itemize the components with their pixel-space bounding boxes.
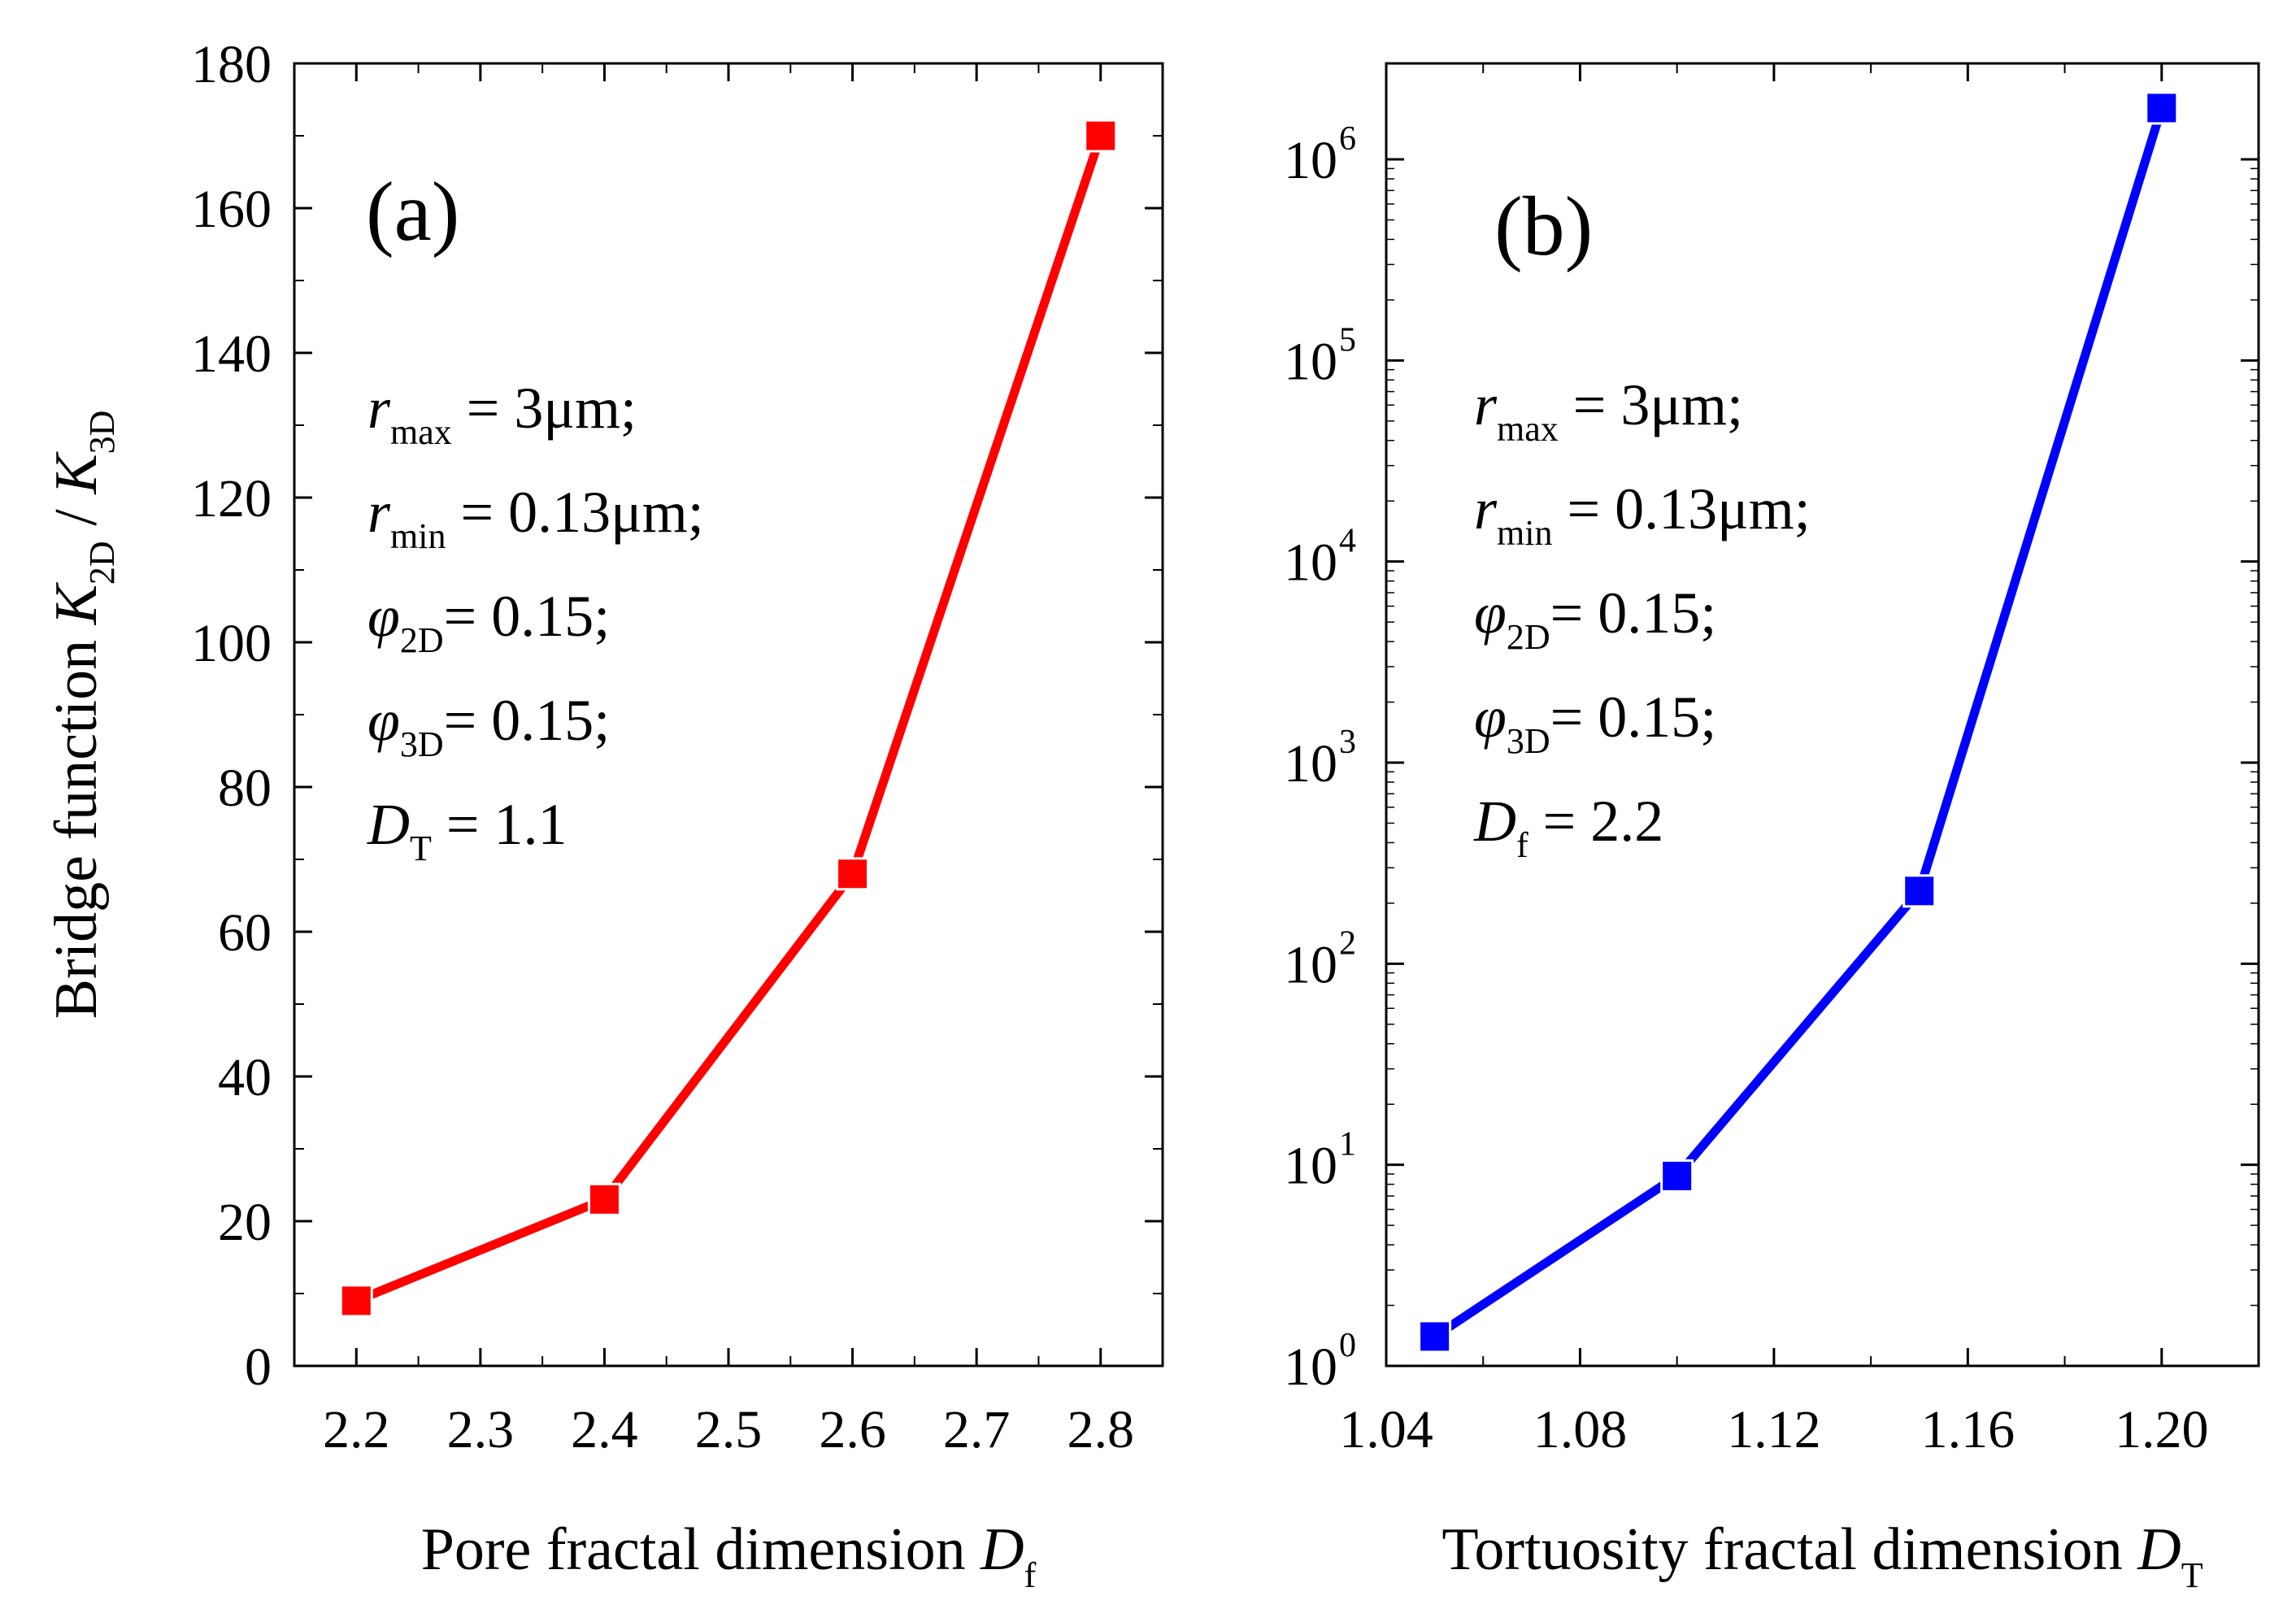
- series-line: [354, 134, 1105, 1305]
- x-axis-label: Tortuosity fractal dimension DT: [1442, 1516, 2203, 1595]
- x-tick-label: 1.04: [1339, 1400, 1433, 1459]
- data-point-marker: [1084, 119, 1118, 153]
- x-tick-label: 1.08: [1533, 1400, 1628, 1459]
- y-tick-label: 160: [191, 180, 272, 239]
- y-tick-label: 10: [1284, 1137, 1337, 1196]
- y-tick-exponent: 4: [1339, 523, 1356, 560]
- x-tick-label: 1.16: [1921, 1400, 2016, 1459]
- x-tick-label: 1.20: [2115, 1400, 2209, 1459]
- data-point-marker: [2145, 91, 2179, 125]
- y-tick-label: 10: [1284, 935, 1337, 994]
- y-tick-exponent: 6: [1339, 120, 1356, 158]
- y-tick-label: 60: [218, 903, 272, 963]
- y-tick-label: 10: [1284, 734, 1337, 794]
- parameter-annotation: rmax = 3μm;: [1474, 372, 1743, 449]
- data-point-marker: [587, 1182, 621, 1216]
- y-tick-label: 10: [1284, 332, 1337, 391]
- data-point-marker: [339, 1284, 373, 1318]
- y-tick-label: 120: [191, 469, 272, 528]
- y-tick-label: 10: [1284, 1337, 1337, 1397]
- y-tick-exponent: 5: [1339, 321, 1356, 359]
- parameter-annotation: rmax = 3μm;: [367, 376, 637, 452]
- y-tick-label: 80: [218, 759, 272, 818]
- series-line: [1432, 107, 2167, 1341]
- parameter-annotation: φ3D= 0.15;: [1474, 685, 1716, 761]
- y-tick-exponent: 2: [1339, 924, 1356, 962]
- parameter-annotation: rmin = 0.13μm;: [367, 480, 704, 556]
- x-tick-label: 2.8: [1067, 1400, 1134, 1459]
- y-tick-label: 20: [218, 1193, 272, 1252]
- x-tick-label: 2.5: [695, 1400, 763, 1459]
- x-tick-label: 1.12: [1727, 1400, 1821, 1459]
- y-tick-label: 10: [1284, 131, 1337, 190]
- y-tick-label: 10: [1284, 533, 1337, 593]
- panel-label: (a): [366, 165, 459, 259]
- y-tick-label: 40: [218, 1048, 272, 1107]
- y-tick-label: 180: [191, 35, 272, 94]
- y-axis-label: Bridge function K2D / K3D: [43, 411, 122, 1020]
- y-tick-exponent: 3: [1339, 724, 1356, 761]
- x-tick-label: 2.4: [571, 1400, 638, 1459]
- parameter-annotation: φ2D= 0.15;: [367, 584, 610, 660]
- panel-a: 2.2 2.3 2.4 2.5 2.6 2.7 2.8 0 20 40 60 80 100 120 140 1…: [43, 35, 1164, 1595]
- parameter-annotation: Df = 2.2: [1473, 789, 1663, 865]
- data-point-marker: [1902, 874, 1937, 908]
- parameter-annotation: rmin = 0.13μm;: [1474, 476, 1811, 553]
- y-tick-label: 0: [245, 1337, 272, 1397]
- plot-frame: [293, 62, 1164, 1368]
- parameter-annotation: DT = 1.1: [367, 792, 567, 868]
- y-tick-exponent: 1: [1339, 1126, 1356, 1163]
- data-point-marker: [1660, 1159, 1694, 1193]
- x-tick-label: 2.7: [943, 1400, 1011, 1459]
- data-point-marker: [836, 857, 870, 891]
- parameter-annotation: φ3D= 0.15;: [367, 688, 610, 764]
- x-tick-label: 2.6: [819, 1400, 886, 1459]
- parameter-annotation: φ2D= 0.15;: [1474, 581, 1716, 657]
- data-point-marker: [1418, 1320, 1452, 1354]
- y-tick-label: 140: [191, 324, 272, 384]
- x-tick-label: 2.3: [447, 1400, 515, 1459]
- x-axis-label: Pore fractal dimension Df: [421, 1516, 1037, 1595]
- plot-frame: [1385, 62, 2260, 1368]
- panel-label: (b): [1494, 180, 1593, 273]
- y-tick-label: 100: [191, 614, 272, 673]
- y-tick-exponent: 0: [1339, 1327, 1356, 1364]
- x-tick-label: 2.2: [323, 1400, 390, 1459]
